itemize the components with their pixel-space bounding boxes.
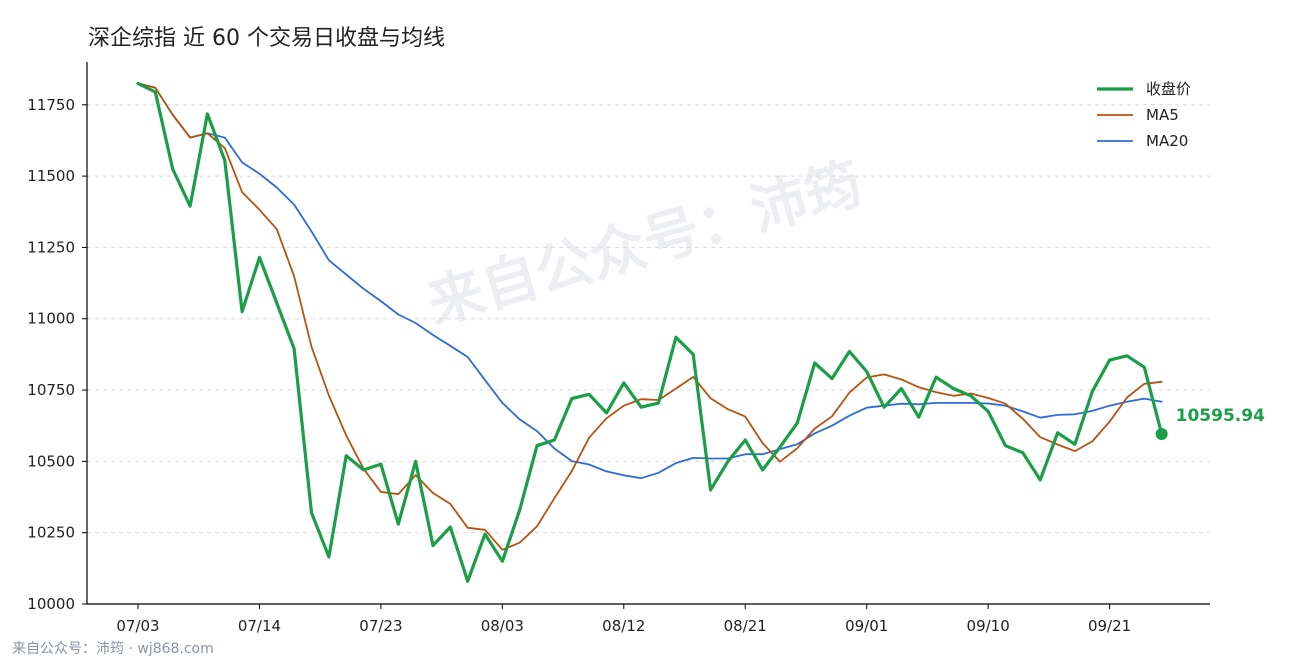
grid-layer — [87, 104, 1210, 534]
last-close-marker — [1155, 428, 1168, 441]
y-tick-label: 11500 — [27, 167, 75, 185]
x-tick-label: 08/03 — [481, 617, 524, 635]
footer-source: 来自公众号：沛筠 · wj868.com — [12, 641, 214, 657]
watermark-text: 来自公众号：沛筠 — [421, 151, 870, 337]
y-tick-label: 11750 — [27, 96, 75, 114]
ma5-line — [137, 82, 1163, 551]
y-tick-label: 10750 — [27, 381, 75, 399]
legend-label: MA20 — [1146, 132, 1188, 150]
x-tick-label: 08/12 — [602, 617, 645, 635]
axis-layer: 10000 10250 10500 10750 11000 11250 11500 11750… — [27, 62, 1210, 635]
x-tick-label: 09/01 — [845, 617, 888, 635]
y-tick-label: 10000 — [27, 595, 75, 613]
y-tick-label: 10250 — [27, 524, 75, 542]
x-tick-label: 07/23 — [359, 617, 402, 635]
y-tick-label: 11000 — [27, 310, 75, 328]
x-tick-label: 08/21 — [724, 617, 767, 635]
x-tick-label: 09/10 — [967, 617, 1010, 635]
legend-label: 收盘价 — [1146, 80, 1191, 98]
x-tick-label: 09/21 — [1088, 617, 1131, 635]
chart-title: 深企综指 近 60 个交易日收盘与均线 — [88, 26, 445, 51]
legend: 收盘价 MA5 MA20 — [1097, 80, 1191, 150]
y-tick-label: 10500 — [27, 452, 75, 470]
series-layer: 10595.94 — [136, 81, 1265, 583]
x-tick-label: 07/03 — [116, 617, 159, 635]
y-tick-label: 11250 — [27, 238, 75, 256]
x-tick-label: 07/14 — [238, 617, 281, 635]
ma20-line — [137, 82, 1163, 480]
legend-label: MA5 — [1146, 106, 1179, 124]
close-price-line — [136, 81, 1164, 583]
last-close-label: 10595.94 — [1176, 406, 1265, 426]
